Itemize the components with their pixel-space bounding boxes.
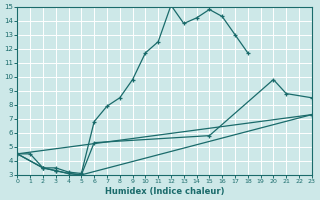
X-axis label: Humidex (Indice chaleur): Humidex (Indice chaleur) (105, 187, 224, 196)
